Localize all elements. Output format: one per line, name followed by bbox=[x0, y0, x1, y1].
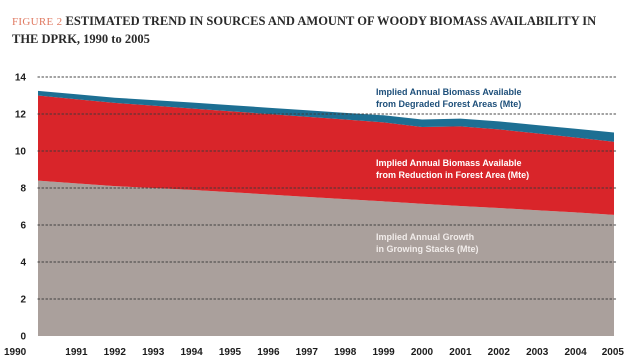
x-tick-label: 1993 bbox=[142, 347, 165, 358]
chart-title: FIGURE 2 ESTIMATED TREND IN SOURCES AND … bbox=[12, 13, 612, 48]
x-tick-label: 1999 bbox=[372, 347, 395, 358]
y-tick-label: 2 bbox=[20, 295, 26, 306]
y-tick-label: 10 bbox=[15, 147, 27, 158]
series-label-reduction-line-2: from Reduction in Forest Area (Mte) bbox=[376, 170, 529, 180]
y-tick-label: 4 bbox=[20, 258, 26, 269]
series-label-growth-line-1: Implied Annual Growth bbox=[376, 232, 474, 242]
x-tick-label: 1997 bbox=[296, 347, 319, 358]
series-label-degraded-line-2: from Degraded Forest Areas (Mte) bbox=[376, 99, 521, 109]
x-tick-label: 1995 bbox=[219, 347, 242, 358]
series-label-growth-line-2: in Growing Stacks (Mte) bbox=[376, 244, 479, 254]
area-layer bbox=[38, 90, 614, 336]
y-tick-label: 6 bbox=[20, 221, 26, 232]
area-growth bbox=[38, 180, 614, 336]
series-label-degraded: Implied Annual Biomass Available from De… bbox=[376, 87, 522, 109]
x-tick-label: 2005 bbox=[602, 347, 625, 358]
x-tick-label: 1992 bbox=[104, 347, 127, 358]
x-tick-label: 1994 bbox=[180, 347, 203, 358]
x-tick-label: 1991 bbox=[65, 347, 88, 358]
series-label-degraded-line-1: Implied Annual Biomass Available bbox=[376, 87, 522, 97]
x-tick-label: 2004 bbox=[564, 347, 587, 358]
y-tick-label: 8 bbox=[20, 184, 26, 195]
y-tick-label: 12 bbox=[15, 110, 27, 121]
area-reduction bbox=[38, 95, 614, 215]
x-tick-label: 1998 bbox=[334, 347, 357, 358]
x-axis: 1990 1991 1992 1993 1994 1995 1996 1997 1998 1999… bbox=[4, 347, 624, 358]
y-tick-label: 14 bbox=[15, 73, 27, 84]
x-tick-label: 1996 bbox=[257, 347, 280, 358]
series-label-reduction: Implied Annual Biomass Available from Re… bbox=[376, 158, 529, 180]
series-label-reduction-line-1: Implied Annual Biomass Available bbox=[376, 158, 522, 168]
x-tick-label: 2000 bbox=[411, 347, 434, 358]
chart-title-text: ESTIMATED TREND IN SOURCES AND AMOUNT OF… bbox=[12, 14, 597, 46]
x-tick-label: 2003 bbox=[526, 347, 549, 358]
y-axis: 0 2 4 6 8 10 12 14 bbox=[15, 73, 27, 343]
figure-label: FIGURE 2 bbox=[12, 16, 63, 28]
area-degraded bbox=[38, 90, 614, 142]
y-tick-label: 0 bbox=[20, 332, 26, 343]
gridlines bbox=[37, 76, 617, 300]
x-tick-label: 2001 bbox=[449, 347, 472, 358]
series-label-growth: Implied Annual Growth in Growing Stacks … bbox=[376, 232, 479, 254]
x-tick-label: 1990 bbox=[4, 347, 27, 358]
x-tick-label: 2002 bbox=[488, 347, 511, 358]
